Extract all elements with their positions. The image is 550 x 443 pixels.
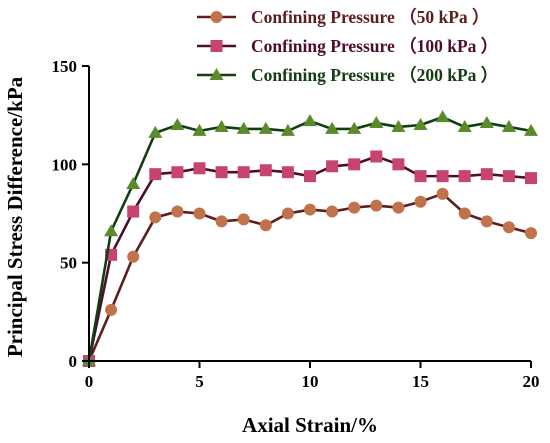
data-point (104, 224, 119, 237)
series-square (83, 150, 537, 367)
tick-labels: 0 5 10 15 20 0 50 100 150 (52, 57, 540, 391)
legend-entry: Confining Pressure （200 kPa ） (197, 65, 498, 85)
x-tick-label: 5 (195, 372, 204, 391)
data-point (525, 227, 537, 240)
data-point (502, 170, 515, 183)
data-point (215, 166, 228, 179)
data-point (480, 168, 493, 181)
legend-marker (209, 68, 224, 80)
data-point (391, 119, 406, 132)
data-point (127, 205, 140, 218)
data-point (370, 199, 383, 212)
plot-marks (82, 110, 538, 367)
data-point (105, 303, 118, 316)
data-point (325, 121, 340, 134)
data-point (370, 150, 383, 163)
data-point (436, 187, 449, 200)
y-axis-title: Principal Stress Difference/kPa (3, 76, 27, 357)
data-point (502, 221, 515, 234)
x-axis-title: Axial Strain/% (242, 413, 378, 437)
x-tick-label: 15 (412, 372, 429, 391)
data-point (392, 201, 405, 214)
legend-label: Confining Pressure （50 kPa ） (251, 7, 490, 27)
data-point (414, 170, 427, 183)
data-point (413, 118, 428, 130)
data-point (304, 203, 316, 216)
data-point (326, 205, 339, 218)
data-point (171, 166, 184, 179)
data-point (237, 166, 250, 179)
data-point (215, 215, 228, 228)
data-point (149, 168, 162, 181)
data-point (281, 166, 294, 179)
data-point (280, 123, 295, 136)
data-point (480, 215, 493, 228)
data-point (214, 119, 229, 132)
axes (82, 65, 532, 368)
data-point (436, 170, 449, 183)
x-tick-label: 10 (302, 372, 319, 391)
y-tick-label: 100 (52, 155, 78, 174)
data-point (281, 207, 294, 220)
data-point (435, 110, 450, 123)
data-point (348, 158, 361, 171)
data-point (303, 114, 317, 127)
data-point (148, 125, 163, 138)
data-point (259, 164, 272, 177)
legend-label: Confining Pressure （100 kPa ） (251, 36, 498, 56)
data-point (458, 207, 471, 220)
data-point (193, 162, 206, 175)
data-point (369, 116, 384, 129)
data-point (170, 118, 185, 130)
data-point (458, 170, 471, 183)
series-line (87, 115, 532, 362)
data-point (127, 250, 140, 263)
data-point (348, 201, 361, 214)
data-point (479, 116, 494, 129)
data-point (326, 160, 339, 173)
legend-label: Confining Pressure （200 kPa ） (251, 65, 498, 85)
legend-entry: Confining Pressure （100 kPa ） (197, 36, 498, 56)
y-tick-label: 50 (60, 254, 77, 273)
data-point (501, 119, 516, 132)
data-point (237, 213, 250, 226)
data-point (149, 211, 162, 224)
data-point (236, 121, 251, 134)
data-point (259, 219, 272, 232)
data-point (524, 123, 538, 136)
series-circle (83, 187, 537, 367)
data-point (105, 248, 118, 261)
data-point (258, 121, 273, 134)
legend-marker (210, 40, 223, 52)
data-point (457, 119, 472, 132)
data-point (171, 205, 184, 218)
y-tick-label: 0 (69, 352, 78, 371)
data-point (392, 158, 405, 171)
data-point (347, 121, 362, 134)
legend: Confining Pressure （50 kPa ） Confining Pr… (197, 7, 498, 85)
series-triangle (82, 110, 538, 366)
data-point (304, 170, 316, 183)
legend-marker (210, 11, 223, 23)
legend-entry: Confining Pressure （50 kPa ） (197, 7, 490, 27)
data-point (193, 207, 206, 220)
x-tick-label: 20 (523, 372, 540, 391)
data-point (126, 177, 141, 189)
y-tick-label: 150 (52, 57, 78, 76)
data-point (525, 172, 537, 185)
data-point (414, 195, 427, 208)
x-tick-label: 0 (85, 372, 94, 391)
series-line (87, 155, 532, 362)
data-point (192, 123, 207, 136)
